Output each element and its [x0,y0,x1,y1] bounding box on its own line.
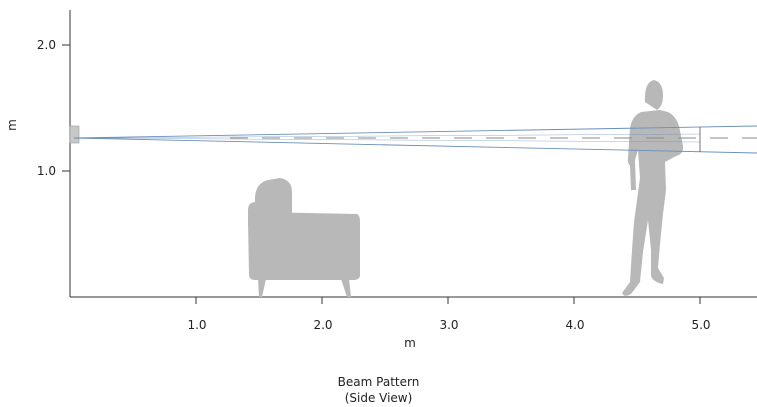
axes: 1.0 2.0 1.0 2.0 3.0 4.0 5.0 m m [5,10,757,350]
sensor-device [69,125,80,144]
diagram-caption-subtitle: (Side View) [344,391,413,405]
y-axis-title: m [5,119,19,131]
y-tick-label: 2.0 [37,38,56,52]
x-tick-label: 5.0 [691,318,710,332]
person-silhouette [622,80,684,296]
x-tick-label: 4.0 [565,318,584,332]
x-tick-label: 3.0 [439,318,458,332]
beam-inner-upper [73,133,701,139]
beam-lower-edge [73,137,757,154]
beam-pattern [73,125,757,154]
x-axis-title: m [404,336,416,350]
beam-inner-lower [73,137,701,143]
beam-upper-edge [73,125,757,139]
x-tick-label: 1.0 [187,318,206,332]
armchair-silhouette [247,178,360,297]
diagram-caption-title: Beam Pattern [337,375,420,389]
y-tick-label: 1.0 [37,164,56,178]
x-tick-label: 2.0 [313,318,332,332]
